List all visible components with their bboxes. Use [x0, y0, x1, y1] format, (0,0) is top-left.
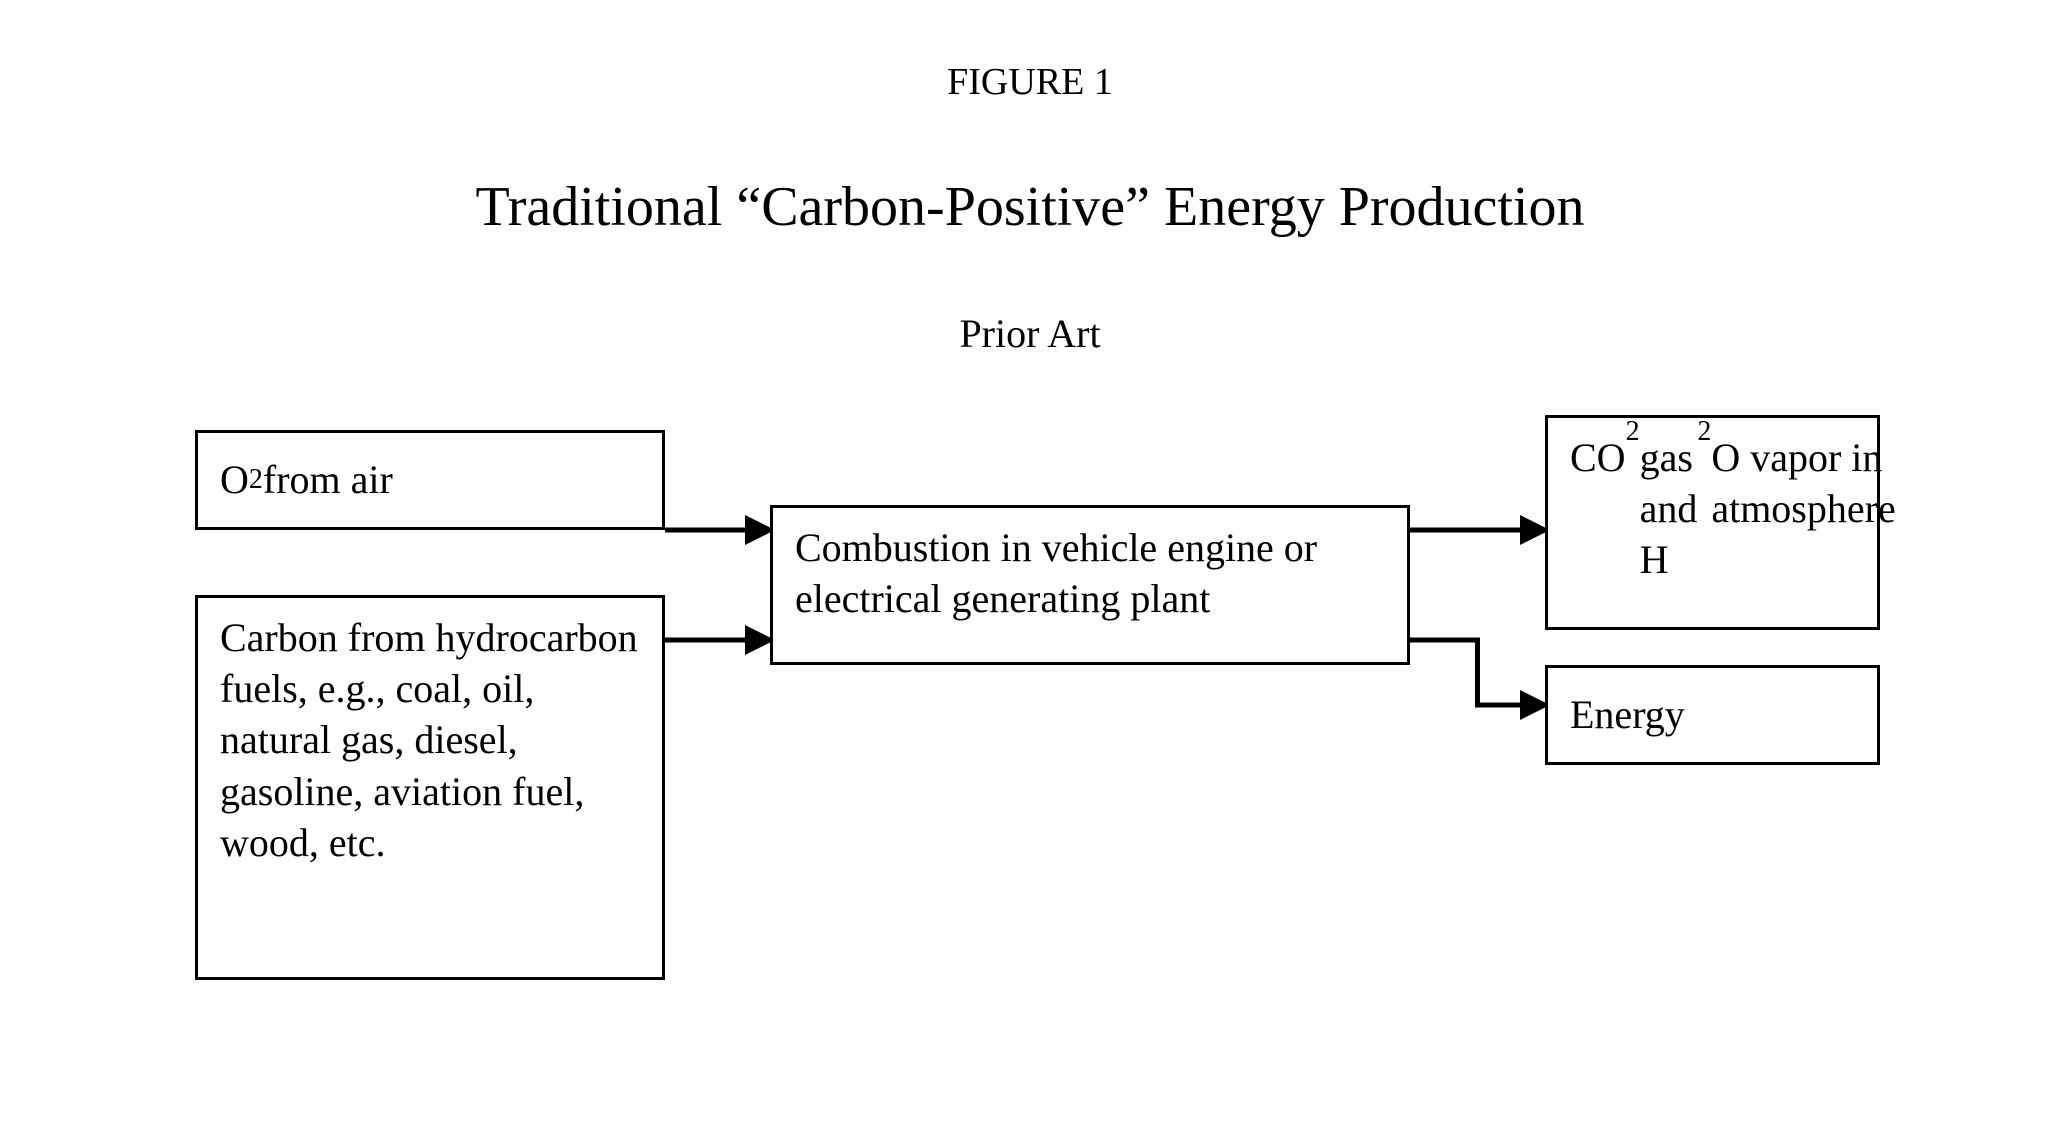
node-o2: O2 from air: [195, 430, 665, 530]
diagram-canvas: FIGURE 1 Traditional “Carbon-Positive” E…: [0, 0, 2060, 1133]
edge-combustion-to-energy: [1410, 640, 1545, 705]
diagram-subtitle: Prior Art: [0, 310, 2060, 357]
node-energy: Energy: [1545, 665, 1880, 765]
node-carbon: Carbon from hydrocarbon fuels, e.g., coa…: [195, 595, 665, 980]
node-combustion: Combustion in vehicle engine or electric…: [770, 505, 1410, 665]
node-co2: CO2 gas and H2O vapor in atmosphere: [1545, 415, 1880, 630]
figure-label: FIGURE 1: [0, 60, 2060, 104]
diagram-title: Traditional “Carbon-Positive” Energy Pro…: [0, 175, 2060, 239]
